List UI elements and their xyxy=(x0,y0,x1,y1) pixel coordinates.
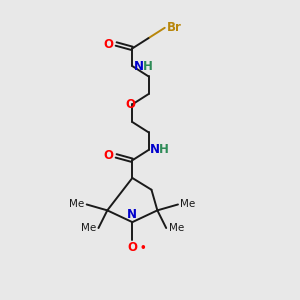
Text: Me: Me xyxy=(169,223,184,233)
Text: O: O xyxy=(104,149,114,162)
Text: H: H xyxy=(159,143,169,157)
Text: O: O xyxy=(104,38,114,50)
Text: O: O xyxy=(126,98,136,111)
Text: N: N xyxy=(150,143,160,157)
Text: Me: Me xyxy=(180,200,196,209)
Text: O: O xyxy=(127,241,137,254)
Text: Br: Br xyxy=(167,21,182,34)
Text: Me: Me xyxy=(81,223,96,233)
Text: N: N xyxy=(134,60,144,73)
Text: Me: Me xyxy=(69,200,84,209)
Text: H: H xyxy=(142,60,152,73)
Text: •: • xyxy=(140,243,146,253)
Text: N: N xyxy=(127,208,137,221)
